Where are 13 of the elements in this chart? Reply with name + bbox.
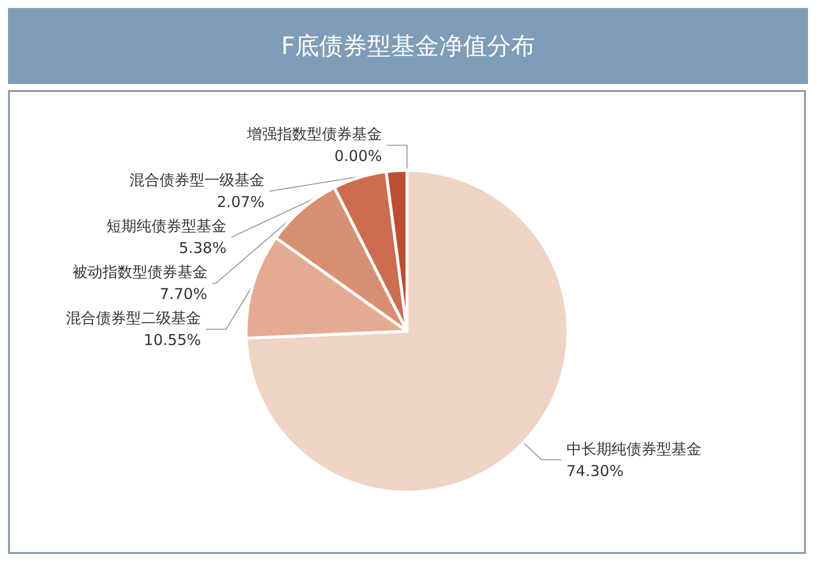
slice-label: 混合债券型二级基金: [66, 309, 202, 328]
data-label: 74.30%: [566, 462, 624, 480]
category-label: 增强指数型债券基金: [247, 125, 382, 144]
slice-label: 中长期纯债券型基金: [566, 440, 702, 458]
data-label: 2.07%: [216, 193, 264, 212]
data-label: 10.55%: [144, 331, 202, 350]
slice-label: 被动指数型债券基金: [72, 263, 208, 282]
slice-label: 混合债券型一级基金: [129, 171, 264, 190]
text: 0.00%: [334, 147, 382, 166]
chart-title: F底债券型基金净值分布: [8, 8, 808, 84]
slice-label: 短期纯债券型基金: [106, 217, 226, 236]
data-label: 5.38%: [178, 239, 226, 258]
data-label: 7.70%: [160, 285, 208, 304]
